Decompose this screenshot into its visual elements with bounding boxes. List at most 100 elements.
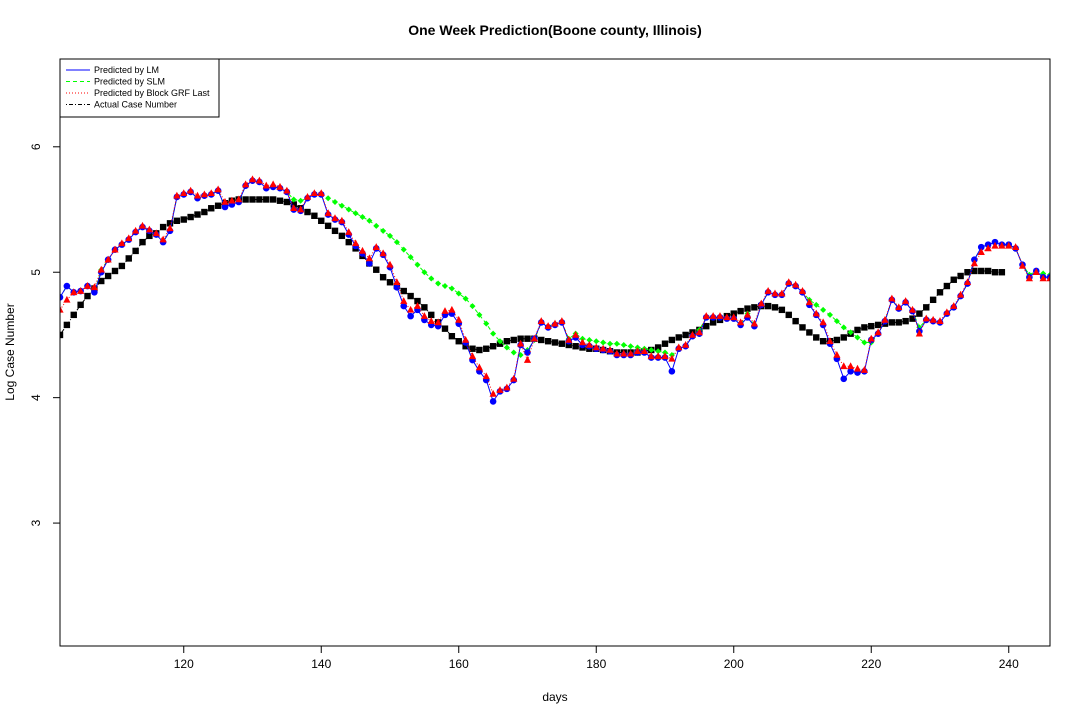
data-point-predicted-by-block-grf-last [104, 255, 112, 263]
data-point-actual-case-number [469, 345, 476, 352]
data-point-predicted-by-block-grf-last [70, 288, 78, 296]
data-point-predicted-by-block-grf-last [902, 297, 910, 304]
data-point-actual-case-number [324, 222, 332, 230]
data-point-predicted-by-block-grf-last [606, 345, 614, 353]
plot-frame [59, 58, 1051, 647]
y-tick-label: 3 [29, 519, 43, 526]
data-point-predicted-by-slm [428, 275, 435, 282]
data-point-actual-case-number [331, 227, 339, 235]
y-axis: 3 4 5 6 [29, 143, 60, 526]
data-point-predicted-by-slm [421, 269, 428, 276]
data-point-predicted-by-slm [393, 239, 400, 246]
data-point-predicted-by-block-grf-last [847, 362, 855, 370]
data-point-actual-case-number [373, 266, 380, 273]
data-point-predicted-by-block-grf-last [675, 343, 683, 351]
data-point-predicted-by-slm [448, 285, 455, 292]
data-point-predicted-by-block-grf-last [977, 248, 985, 255]
data-point-predicted-by-slm [607, 340, 613, 347]
data-point-predicted-by-block-grf-last [647, 352, 655, 360]
data-point-predicted-by-lm [407, 312, 414, 320]
data-point-predicted-by-block-grf-last [331, 214, 339, 222]
data-point-predicted-by-block-grf-last [1018, 261, 1027, 269]
data-point-actual-case-number [943, 282, 951, 290]
data-point-actual-case-number [441, 325, 449, 332]
data-point-actual-case-number [283, 198, 291, 206]
data-point-predicted-by-block-grf-last [400, 297, 408, 304]
data-point-predicted-by-block-grf-last [688, 330, 697, 338]
data-point-predicted-by-block-grf-last [269, 180, 277, 188]
data-point-actual-case-number [806, 329, 813, 336]
data-point-predicted-by-block-grf-last [118, 239, 126, 247]
data-point-predicted-by-block-grf-last [750, 319, 758, 327]
data-point-predicted-by-block-grf-last [413, 302, 422, 309]
data-point-predicted-by-block-grf-last [448, 305, 456, 313]
data-point-actual-case-number [249, 196, 256, 203]
data-point-predicted-by-block-grf-last [551, 319, 559, 327]
data-point-predicted-by-block-grf-last [840, 362, 848, 370]
data-point-actual-case-number [909, 315, 916, 322]
data-point-predicted-by-slm [620, 341, 627, 348]
data-point-predicted-by-slm [840, 324, 847, 331]
data-point-predicted-by-block-grf-last [963, 278, 972, 286]
data-point-predicted-by-block-grf-last [743, 310, 752, 318]
data-point-actual-case-number [654, 344, 662, 351]
data-point-predicted-by-block-grf-last [138, 221, 147, 229]
data-point-predicted-by-block-grf-last [310, 189, 318, 197]
data-point-actual-case-number [256, 196, 263, 203]
data-point-predicted-by-block-grf-last [1039, 274, 1047, 282]
data-point-predicted-by-slm [297, 197, 304, 204]
data-point-predicted-by-slm [290, 196, 297, 203]
data-point-predicted-by-block-grf-last [455, 315, 463, 323]
data-point-actual-case-number [799, 324, 806, 331]
data-point-actual-case-number [510, 336, 517, 344]
data-point-actual-case-number [311, 212, 318, 219]
data-point-predicted-by-lm [847, 368, 854, 375]
data-point-predicted-by-block-grf-last [737, 318, 745, 326]
data-point-predicted-by-block-grf-last [1032, 268, 1040, 276]
data-point-actual-case-number [125, 255, 132, 262]
data-point-actual-case-number [77, 301, 84, 309]
data-point-actual-case-number [538, 336, 545, 344]
data-point-actual-case-number [338, 232, 346, 240]
data-point-predicted-by-block-grf-last [379, 249, 387, 257]
data-point-actual-case-number [682, 331, 689, 339]
data-point-predicted-by-slm [613, 340, 620, 347]
data-point-predicted-by-block-grf-last [867, 334, 875, 342]
data-point-predicted-by-slm [847, 329, 854, 336]
data-point-predicted-by-block-grf-last [682, 340, 690, 348]
data-point-predicted-by-lm [977, 243, 985, 251]
data-point-actual-case-number [916, 310, 923, 317]
data-point-predicted-by-block-grf-last [798, 287, 807, 294]
data-point-predicted-by-block-grf-last [200, 190, 208, 198]
x-axis-label: days [542, 690, 567, 704]
data-point-predicted-by-block-grf-last [97, 265, 105, 273]
data-point-actual-case-number [345, 238, 352, 246]
legend-entry-label: Actual Case Number [94, 100, 177, 110]
data-point-predicted-by-block-grf-last [523, 356, 532, 363]
data-point-actual-case-number [819, 338, 827, 345]
data-point-predicted-by-block-grf-last [771, 289, 779, 297]
data-point-predicted-by-block-grf-last [235, 195, 243, 203]
data-point-predicted-by-lm [393, 283, 401, 291]
x-tick-label: 180 [586, 657, 606, 671]
data-point-predicted-by-block-grf-last [702, 312, 710, 319]
data-point-predicted-by-block-grf-last [407, 305, 415, 313]
data-point-actual-case-number [661, 340, 669, 347]
data-point-predicted-by-lm [366, 260, 373, 267]
data-point-actual-case-number [208, 205, 215, 212]
data-point-predicted-by-slm [338, 202, 345, 209]
data-point-predicted-by-block-grf-last [908, 305, 917, 313]
chart-title: One Week Prediction(Boone county, Illino… [408, 22, 702, 38]
data-point-actual-case-number [668, 336, 676, 344]
data-point-predicted-by-block-grf-last [434, 318, 442, 326]
data-point-actual-case-number [70, 311, 77, 319]
data-point-actual-case-number [173, 217, 181, 225]
data-point-actual-case-number [675, 334, 682, 341]
data-point-predicted-by-slm [655, 348, 662, 355]
data-point-actual-case-number [414, 297, 421, 305]
data-point-actual-case-number [868, 322, 875, 330]
data-point-actual-case-number [572, 343, 579, 350]
data-point-predicted-by-block-grf-last [620, 349, 628, 357]
data-point-predicted-by-lm [840, 375, 848, 383]
